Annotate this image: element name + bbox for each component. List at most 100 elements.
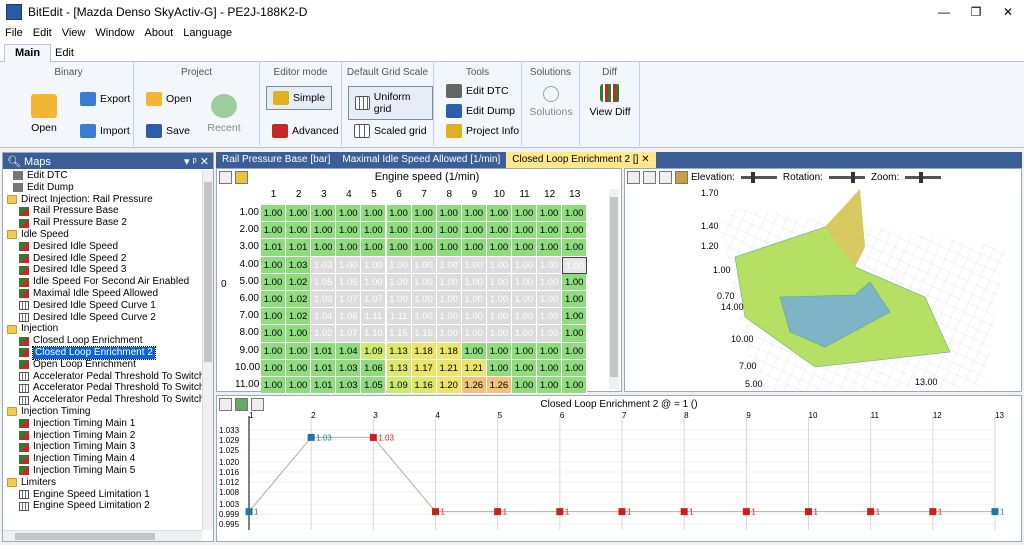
grid-cell[interactable]: 1.01	[286, 239, 312, 257]
project-open-button[interactable]: Open	[146, 92, 192, 106]
tree-item[interactable]: Injection Timing Main 2	[3, 430, 203, 442]
restore-button[interactable]: ❐	[970, 5, 982, 19]
grid-cell[interactable]: 1.01	[311, 377, 337, 395]
grid-cell[interactable]: 1.00	[386, 291, 412, 309]
grid-cell[interactable]: 1.00	[261, 308, 286, 326]
export-button[interactable]: Export	[80, 92, 130, 106]
edit-dtc-button[interactable]: Edit DTC	[446, 84, 509, 98]
grid-cell[interactable]: 1.17	[411, 359, 437, 377]
grid-cell[interactable]: 1.00	[512, 325, 537, 343]
grid-cell[interactable]: 1.01	[311, 359, 337, 377]
grid-cell[interactable]: 1.00	[562, 239, 588, 257]
grid-cell[interactable]: 1.00	[461, 239, 487, 257]
tree-vertical-scrollbar[interactable]	[202, 170, 213, 530]
scroll-thumb[interactable]	[204, 182, 212, 362]
grid-cell[interactable]: 1.00	[486, 359, 512, 377]
tree-item[interactable]: Injection Timing Main 5	[3, 465, 203, 477]
grid-cell[interactable]: 1.00	[261, 222, 286, 240]
grid-cell[interactable]: 1.01	[311, 342, 337, 360]
grid-cell[interactable]: 1.00	[486, 205, 512, 223]
grid-cell[interactable]: 1.11	[386, 308, 412, 326]
scroll-thumb[interactable]	[610, 197, 618, 377]
menu-window[interactable]: Window	[95, 27, 135, 39]
tree-item[interactable]: Desired Idle Speed 3	[3, 264, 203, 276]
grid-cell[interactable]: 1.00	[411, 273, 437, 291]
grid-cell[interactable]: 1.02	[311, 325, 337, 343]
grid-cell[interactable]: 1.00	[562, 205, 588, 223]
solutions-button[interactable]: Solutions	[528, 86, 574, 118]
tree-item[interactable]: Injection Timing Main 3	[3, 441, 203, 453]
data-point[interactable]	[680, 508, 688, 516]
chart-type-icon[interactable]	[235, 398, 248, 411]
grid-cell[interactable]: 1.07	[336, 291, 362, 309]
grid-cell[interactable]: 1.00	[562, 342, 588, 360]
data-point[interactable]	[494, 508, 502, 516]
grid-cell[interactable]: 1.00	[486, 342, 512, 360]
grid-cell[interactable]: 1.00	[512, 205, 537, 223]
grid-cell[interactable]: 1.03	[336, 377, 362, 395]
grid-cell[interactable]: 1.20	[436, 377, 462, 395]
grid-cell[interactable]: 1.05	[336, 273, 362, 291]
line-chart-canvas[interactable]: 1.0331.0291.0251.0201.0161.0121.0081.003…	[217, 396, 1021, 541]
surface-icon[interactable]	[675, 171, 688, 184]
grid-cell[interactable]: 1.07	[336, 325, 362, 343]
simple-mode-button[interactable]: Simple	[266, 86, 333, 110]
grid-cell[interactable]: 1.00	[436, 308, 462, 326]
grid-cell[interactable]: 1.00	[461, 342, 487, 360]
rotation-slider[interactable]	[828, 172, 865, 183]
grid-cell[interactable]: 1.00	[436, 222, 462, 240]
grid-cell[interactable]: 1.00	[436, 325, 462, 343]
grid-cell[interactable]: 1.00	[537, 205, 563, 223]
grid-cell[interactable]: 1.00	[361, 222, 387, 240]
menu-file[interactable]: File	[5, 27, 23, 39]
grid-cell[interactable]: 1.00	[361, 273, 387, 291]
tree-item[interactable]: Limiters	[3, 477, 203, 489]
table-icon[interactable]	[251, 398, 264, 411]
grid-cell[interactable]: 1.00	[486, 256, 512, 274]
grid-cell[interactable]: 1.00	[461, 205, 487, 223]
grid-cell[interactable]: 1.06	[361, 359, 387, 377]
grid-cell[interactable]: 1.00	[537, 239, 563, 257]
grid-cell[interactable]: 1.00	[537, 291, 563, 309]
menu-edit[interactable]: Edit	[32, 27, 52, 39]
tree-item[interactable]: Open Loop Enrichment	[3, 359, 203, 371]
menu-view[interactable]: View	[61, 27, 86, 39]
grid-cell[interactable]: 1.03	[311, 291, 337, 309]
grid-cell[interactable]: 1.00	[537, 222, 563, 240]
grid-cell[interactable]: 1.00	[261, 273, 286, 291]
doc-tab-rail-pressure[interactable]: Rail Pressure Base [bar]	[222, 154, 331, 165]
grid-cell[interactable]: 1.00	[436, 239, 462, 257]
advanced-mode-button[interactable]: Advanced	[272, 124, 339, 138]
grid-cell[interactable]: 1.05	[361, 377, 387, 395]
edit-dump-button[interactable]: Edit Dump	[446, 104, 515, 118]
data-point[interactable]	[245, 508, 253, 516]
tree-item[interactable]: Direct Injection: Rail Pressure	[3, 194, 203, 206]
grid-cell[interactable]: 1.00	[436, 205, 462, 223]
tree-item[interactable]: Accelerator Pedal Threshold To Switch T	[3, 394, 203, 406]
grid-cell[interactable]: 1.00	[461, 256, 487, 274]
tree-item[interactable]: Rail Pressure Base	[3, 205, 203, 217]
grid-cell[interactable]: 1.00	[311, 205, 337, 223]
grid-cell[interactable]: 1.26	[461, 377, 487, 395]
tree-item[interactable]: Engine Speed Limitation 1	[3, 489, 203, 501]
view-diff-button[interactable]: View Diff	[586, 84, 634, 118]
grid-cell[interactable]: 1.00	[411, 308, 437, 326]
grid-cell[interactable]: 1.00	[512, 359, 537, 377]
move-icon[interactable]	[219, 171, 232, 184]
grid-cell[interactable]: 1.00	[261, 377, 286, 395]
grid-cell[interactable]: 1.00	[261, 256, 286, 274]
grid-cell[interactable]: 1.00	[411, 256, 437, 274]
tab-edit[interactable]: Edit	[55, 47, 74, 59]
grid-cell[interactable]: 1.00	[562, 273, 588, 291]
grid-cell[interactable]: 1.00	[386, 205, 412, 223]
tree-item[interactable]: Desired Idle Speed 2	[3, 253, 203, 265]
maps-panel-controls[interactable]: ▾ ᵖ ✕	[183, 155, 209, 168]
data-point[interactable]	[369, 433, 377, 441]
menu-about[interactable]: About	[144, 27, 174, 39]
grid-cell[interactable]: 1.00	[562, 325, 588, 343]
surface-plot-canvas[interactable]: 1.70 1.40 1.20 1.00 0.70 14.00 10.00 7.0…	[625, 187, 1021, 392]
grid-cell[interactable]: 1.00	[486, 291, 512, 309]
tree-item[interactable]: Idle Speed For Second Air Enabled	[3, 276, 203, 288]
data-point[interactable]	[929, 508, 937, 516]
grid-cell[interactable]: 1.00	[286, 359, 312, 377]
